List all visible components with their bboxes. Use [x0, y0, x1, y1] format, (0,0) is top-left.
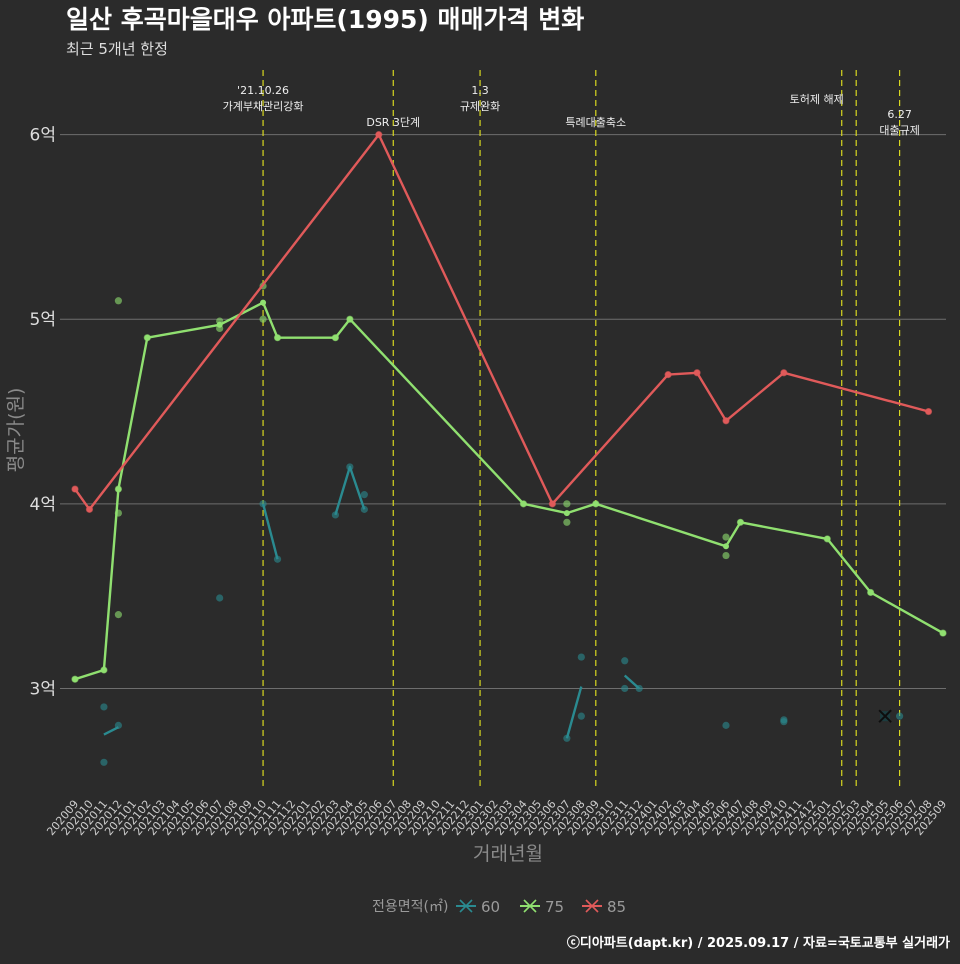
- line-point: [824, 535, 831, 542]
- line-point: [723, 417, 729, 424]
- event-label: 특례대출축소: [565, 116, 626, 129]
- line-point: [260, 299, 267, 306]
- chart-subtitle: 최근 5개년 한정: [66, 40, 168, 58]
- legend-item-60: 60: [456, 898, 500, 916]
- line-point: [549, 500, 556, 507]
- event-label: 6.27: [887, 108, 912, 121]
- legend-label: 75: [545, 898, 564, 916]
- line-point: [592, 500, 599, 507]
- series-60: [100, 463, 904, 766]
- line-point: [925, 408, 932, 415]
- line-point: [867, 589, 874, 596]
- series-line-segment: [103, 726, 119, 736]
- x-axis-ticks: 2020092020102020112020122021012021022021…: [44, 798, 949, 839]
- legend-label: 85: [607, 898, 626, 916]
- series-line: [74, 133, 929, 511]
- legend: 전용면적(㎡) 60 75 85: [372, 898, 626, 916]
- highlight-marker: [878, 709, 892, 723]
- x-axis-label: 거래년월: [473, 843, 543, 865]
- line-point: [375, 131, 382, 138]
- series-line-segment: [334, 465, 366, 516]
- series-line-segment: [261, 503, 279, 560]
- line-point: [520, 500, 527, 507]
- series-line-segment: [565, 686, 583, 739]
- y-tick-label: 5억: [30, 310, 56, 330]
- data-point: [360, 491, 368, 499]
- legend-swatch-x: [523, 899, 537, 913]
- legend-label: 60: [481, 898, 500, 916]
- line-point: [86, 506, 93, 513]
- event-label: DSR 3단계: [366, 116, 420, 129]
- legend-item-85: 85: [582, 898, 626, 916]
- series-line-segment: [623, 674, 641, 690]
- y-tick-label: 4억: [30, 495, 56, 515]
- series-85: [71, 131, 933, 513]
- line-point: [346, 316, 353, 323]
- series-75: [71, 282, 947, 683]
- legend-swatch-x: [459, 899, 473, 913]
- data-point: [114, 297, 122, 305]
- data-point: [331, 511, 339, 519]
- event-label: '21.10.26: [237, 84, 289, 97]
- line-point: [332, 334, 339, 341]
- y-axis-label: 평균가(원): [5, 388, 27, 473]
- line-point: [723, 543, 729, 550]
- data-point: [621, 657, 629, 665]
- y-axis-ticks: 3억 4억 5억 6억: [30, 126, 56, 700]
- data-point: [563, 500, 571, 508]
- data-point: [577, 653, 585, 661]
- data-point: [577, 712, 585, 720]
- event-label: 가계부채관리강화: [223, 100, 304, 113]
- data-point: [722, 721, 730, 729]
- event-label: 대출규제: [879, 124, 919, 137]
- line-point: [144, 334, 151, 341]
- data-point: [722, 533, 730, 541]
- grid-lines: [60, 134, 946, 689]
- y-tick-label: 6억: [30, 126, 56, 146]
- line-point: [737, 519, 744, 526]
- legend-swatch-x: [585, 899, 599, 913]
- line-point: [274, 334, 281, 341]
- data-point: [722, 551, 730, 560]
- event-label: 규제완화: [460, 100, 500, 113]
- source-caption: ⓒ디아파트(dapt.kr) / 2025.09.17 / 자료=국토교통부 실…: [567, 935, 950, 951]
- line-point: [100, 667, 107, 673]
- line-point: [72, 676, 78, 683]
- line-point: [694, 369, 701, 376]
- series-layer: [71, 131, 947, 766]
- line-point: [115, 486, 122, 493]
- line-point: [780, 369, 787, 376]
- line-point: [216, 321, 223, 328]
- data-point: [114, 611, 122, 619]
- data-point: [563, 518, 571, 526]
- data-point: [100, 758, 108, 766]
- line-point: [665, 371, 672, 378]
- event-label: 1.3: [471, 84, 489, 97]
- legend-title: 전용면적(㎡): [372, 899, 448, 915]
- data-point: [780, 716, 788, 724]
- data-point: [896, 712, 904, 720]
- y-tick-label: 3억: [30, 679, 56, 699]
- data-point: [100, 703, 108, 711]
- data-point: [273, 555, 282, 563]
- line-point: [940, 630, 946, 637]
- chart-title: 일산 후곡마을대우 아파트(1995) 매매가격 변화: [66, 5, 584, 34]
- event-label: 토허제 해제: [790, 92, 844, 106]
- line-point: [72, 486, 78, 493]
- legend-item-75: 75: [520, 898, 564, 916]
- data-point: [563, 734, 571, 742]
- data-point: [621, 684, 629, 693]
- data-point: [259, 315, 267, 323]
- highlight-x: [878, 709, 892, 723]
- line-point: [563, 510, 570, 517]
- data-point: [216, 594, 224, 602]
